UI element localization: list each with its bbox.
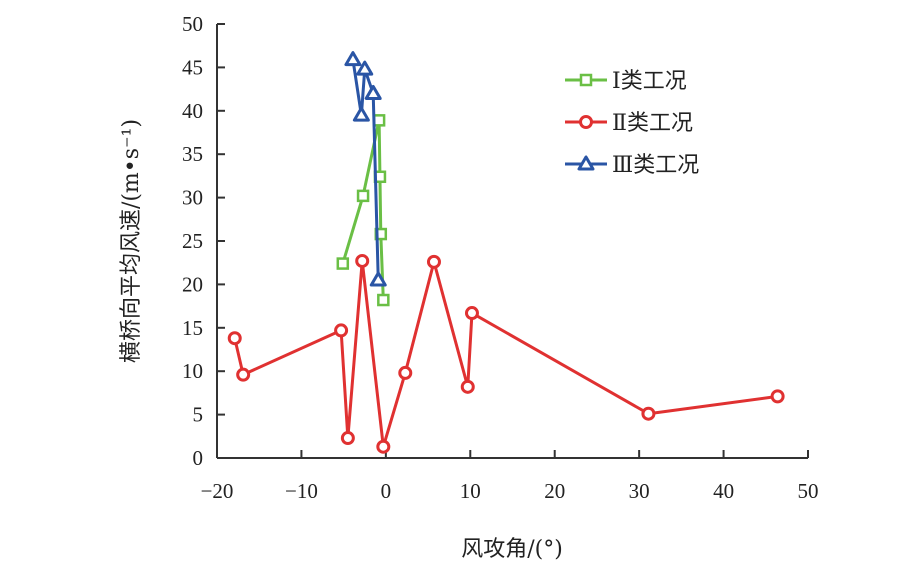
data-point xyxy=(236,367,251,382)
series-line xyxy=(233,259,778,449)
legend-item: Ⅰ类工况 xyxy=(565,69,687,94)
legend-label: Ⅱ类工况 xyxy=(612,111,693,136)
data-point xyxy=(352,106,370,122)
x-tick-label: 50 xyxy=(798,479,819,503)
data-point xyxy=(426,254,441,269)
data-point xyxy=(340,431,355,446)
data-point xyxy=(227,331,242,346)
y-tick-label: 20 xyxy=(182,272,203,296)
legend-marker xyxy=(577,155,595,171)
data-point xyxy=(376,439,391,454)
y-tick-label: 0 xyxy=(193,446,204,470)
axes: −20 −10 0 10 20 30 40 50 0 5 10 15 20 25 30 35 40 45 50 xyxy=(182,12,819,503)
series-layer xyxy=(227,51,785,454)
x-tick-label: 30 xyxy=(629,479,650,503)
y-tick-label: 35 xyxy=(182,142,203,166)
legend-item: Ⅲ类工况 xyxy=(565,153,699,178)
data-point xyxy=(369,271,387,287)
data-point xyxy=(356,60,374,76)
legend: Ⅰ类工况 Ⅱ类工况 Ⅲ类工况 xyxy=(565,69,699,178)
series-triangle xyxy=(344,51,387,287)
y-tick-label: 5 xyxy=(193,403,204,427)
y-tick-label: 25 xyxy=(182,229,203,253)
y-tick-label: 30 xyxy=(182,186,203,210)
y-tick-label: 45 xyxy=(182,55,203,79)
y-tick-label: 10 xyxy=(182,359,203,383)
y-tick-label: 40 xyxy=(182,99,203,123)
data-point xyxy=(770,389,785,404)
data-point xyxy=(334,323,349,338)
data-point xyxy=(398,365,413,380)
x-tick-label: −20 xyxy=(201,479,234,503)
y-axis-label: 横桥向平均风速/(m•s⁻¹) xyxy=(119,119,144,363)
x-tick-label: 20 xyxy=(544,479,565,503)
data-point xyxy=(641,406,656,421)
data-point xyxy=(372,114,386,127)
series-circle xyxy=(227,253,785,454)
y-tick-label: 15 xyxy=(182,316,203,340)
legend-marker xyxy=(579,73,593,87)
data-point xyxy=(364,84,382,100)
data-point xyxy=(344,51,362,67)
x-tick-label: 40 xyxy=(713,479,734,503)
series-square xyxy=(336,114,390,307)
legend-item: Ⅱ类工况 xyxy=(565,111,693,136)
data-point xyxy=(460,379,475,394)
x-axis-label: 风攻角/(°) xyxy=(461,537,563,562)
x-tick-label: 0 xyxy=(381,479,392,503)
data-point xyxy=(464,306,479,321)
data-point xyxy=(355,253,370,268)
legend-label: Ⅰ类工况 xyxy=(612,69,687,94)
y-tick-label: 50 xyxy=(182,12,203,36)
series-line xyxy=(341,118,385,301)
data-point xyxy=(356,189,370,203)
data-point xyxy=(377,293,390,307)
legend-marker xyxy=(579,115,593,129)
legend-label: Ⅲ类工况 xyxy=(612,153,699,178)
x-tick-label: −10 xyxy=(285,479,318,503)
x-tick-label: 10 xyxy=(460,479,481,503)
data-point xyxy=(336,257,350,270)
